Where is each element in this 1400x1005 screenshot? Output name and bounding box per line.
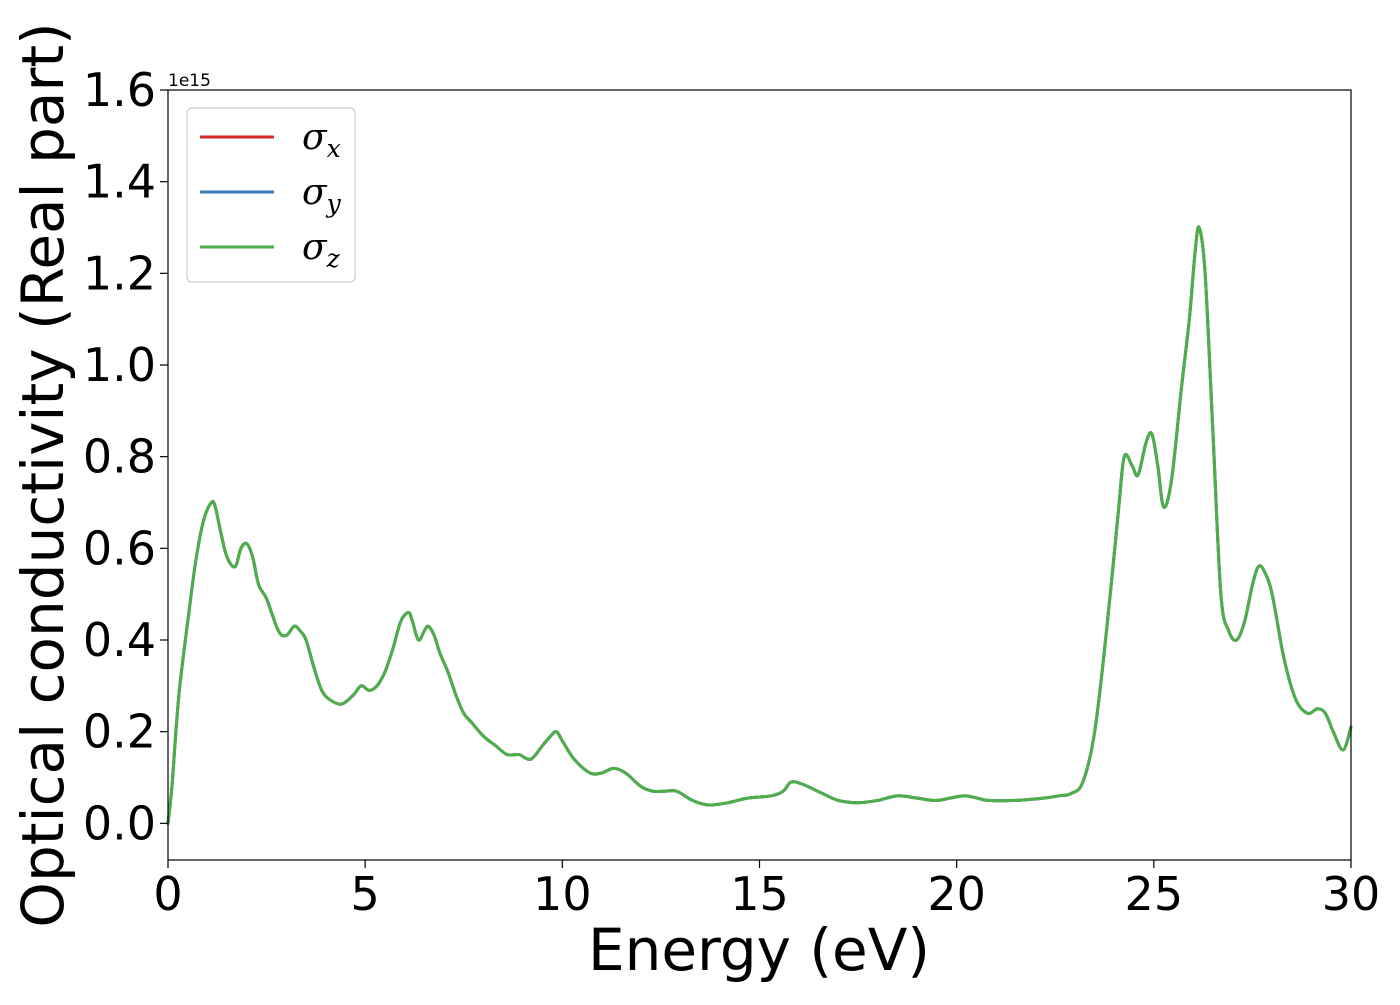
x-axis-label: Energy (eV) xyxy=(588,916,930,984)
y-tick-label: 0.2 xyxy=(83,705,156,759)
y-tick-label: 1.2 xyxy=(83,246,156,300)
y-axis-offset-label: 1e15 xyxy=(168,71,211,91)
legend-box xyxy=(186,107,356,283)
y-tick-label: 0.8 xyxy=(83,430,156,484)
x-tick-label: 15 xyxy=(730,867,789,921)
x-axis: 0 5 10 15 20 25 30 xyxy=(153,860,1380,921)
y-tick-label: 1.0 xyxy=(83,338,156,392)
y-axis: 0.0 0.2 0.4 0.6 0.8 1.0 1.2 1.4 1.6 xyxy=(83,63,168,850)
x-tick-label: 30 xyxy=(1322,867,1381,921)
y-tick-label: 0.0 xyxy=(83,796,156,850)
x-tick-label: 20 xyxy=(927,867,986,921)
series-layer xyxy=(166,225,1353,825)
y-tick-label: 1.6 xyxy=(83,63,156,117)
x-tick-label: 10 xyxy=(533,867,592,921)
y-tick-label: 0.6 xyxy=(83,521,156,575)
y-tick-label: 1.4 xyxy=(83,155,156,209)
x-tick-label: 25 xyxy=(1125,867,1184,921)
x-tick-label: 0 xyxy=(153,867,182,921)
legend-label-z: σz xyxy=(302,227,341,273)
legend-label-x: σx xyxy=(302,117,341,163)
legend-label-y: σy xyxy=(302,172,342,218)
y-axis-label: Optical conductivity (Real part) xyxy=(9,22,77,927)
legend: σx σy σz xyxy=(186,107,356,283)
y-tick-label: 0.4 xyxy=(83,613,156,667)
series-line-σz xyxy=(166,225,1353,825)
x-tick-label: 5 xyxy=(351,867,380,921)
